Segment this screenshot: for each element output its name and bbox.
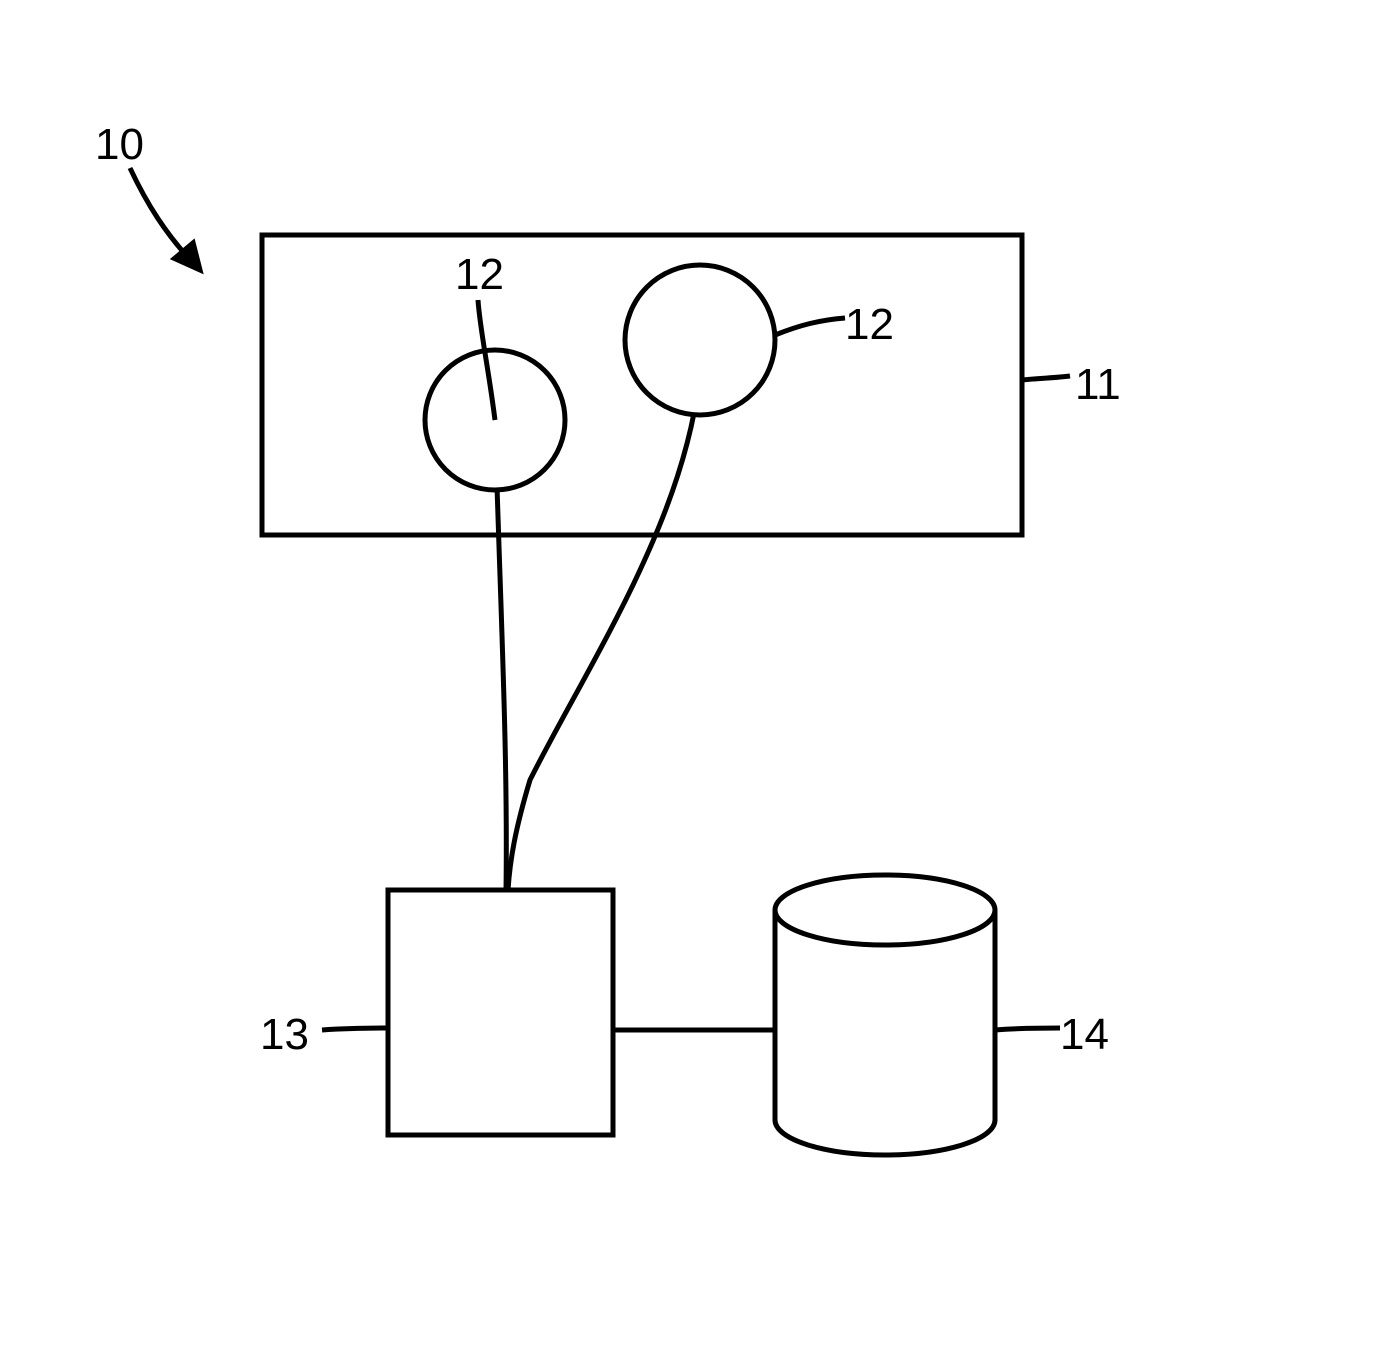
leader-processor (322, 1028, 388, 1030)
node-processor (388, 890, 613, 1135)
node-storage-top (775, 875, 995, 945)
label-circle_left: 12 (455, 250, 504, 300)
leader-storage (995, 1028, 1060, 1030)
node-circle_right (625, 265, 775, 415)
label-circle_right: 12 (845, 300, 894, 350)
label-system_label: 10 (95, 120, 144, 170)
label-processor: 13 (260, 1010, 309, 1060)
leader-main_box (1022, 376, 1070, 380)
label-main_box: 11 (1075, 360, 1121, 410)
system-diagram (0, 0, 1374, 1372)
label-storage: 14 (1060, 1010, 1109, 1060)
